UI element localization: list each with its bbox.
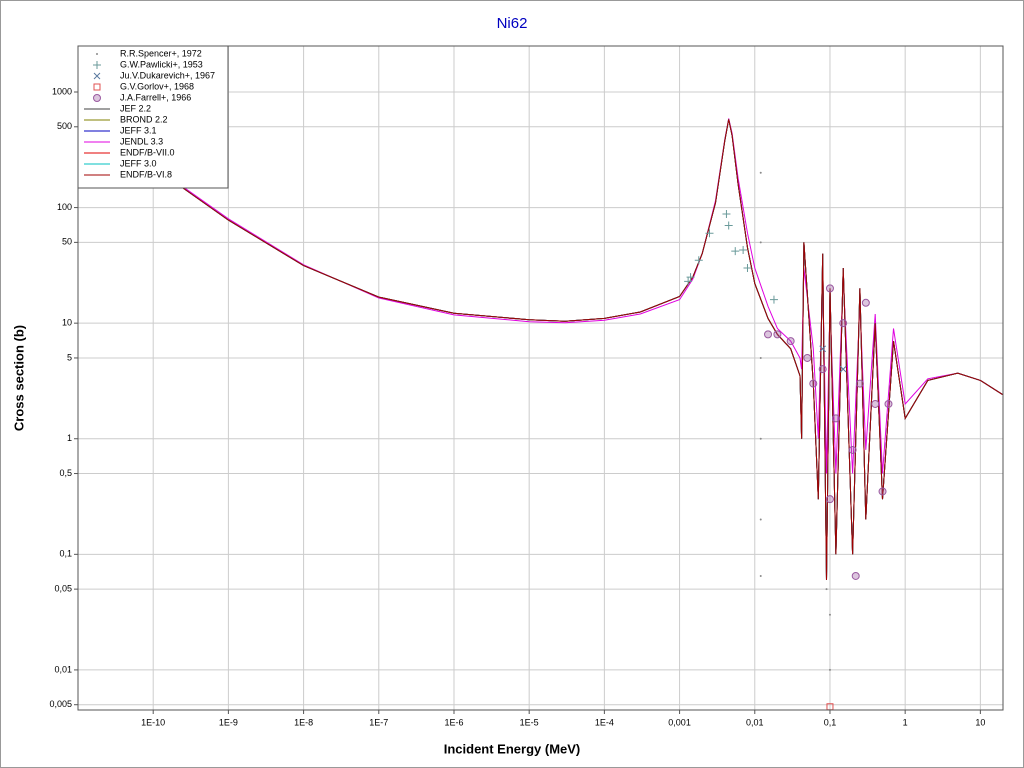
data-point [759, 574, 762, 577]
data-point [684, 277, 693, 286]
x-tick-label: 1E-4 [595, 717, 614, 727]
data-point [93, 61, 101, 69]
x-tick-label: 1E-8 [294, 717, 313, 727]
data-point [764, 330, 773, 339]
legend-label: ENDF/B-VII.0 [120, 147, 175, 157]
x-tick-label: 10 [975, 717, 985, 727]
data-point [739, 245, 748, 254]
legend-label: JENDL 3.3 [120, 136, 163, 146]
data-point [839, 365, 847, 373]
data-point [773, 330, 782, 339]
data-point [96, 53, 98, 55]
x-tick-label: 1E-6 [444, 717, 463, 727]
x-tick-label: 1E-5 [520, 717, 539, 727]
data-point [694, 256, 703, 265]
data-point [759, 356, 762, 359]
data-point [848, 445, 857, 454]
data-point [851, 571, 860, 580]
data-point [786, 337, 795, 346]
legend-label: G.V.Gorlov+, 1968 [120, 81, 194, 91]
data-point [809, 379, 818, 388]
x-tick-label: 0,1 [824, 717, 837, 727]
y-tick-label: 0,005 [49, 699, 72, 709]
data-point [871, 399, 880, 408]
series-line [77, 110, 1004, 581]
y-tick-label: 100 [57, 202, 72, 212]
data-point [705, 229, 714, 238]
data-point [839, 319, 848, 328]
data-point [731, 247, 740, 256]
data-point [759, 241, 762, 244]
legend-label: Ju.V.Dukarevich+, 1967 [120, 70, 215, 80]
y-tick-label: 0,1 [59, 549, 72, 559]
data-point [803, 353, 812, 362]
x-tick-label: 1 [903, 717, 908, 727]
y-axis-label: Cross section (b) [11, 325, 26, 431]
data-point [819, 345, 827, 353]
x-tick-label: 0,01 [746, 717, 764, 727]
series-line [77, 109, 1004, 474]
legend-label: BROND 2.2 [120, 114, 168, 124]
y-tick-label: 5 [67, 352, 72, 362]
y-tick-label: 0,5 [59, 468, 72, 478]
y-tick-label: 0,05 [54, 584, 72, 594]
x-tick-label: 1E-10 [141, 717, 165, 727]
grid [78, 46, 1003, 710]
data-point [759, 437, 762, 440]
data-point [825, 284, 834, 293]
data-point [743, 264, 752, 273]
data-point [759, 171, 762, 174]
legend-label: G.W.Pawlicki+, 1953 [120, 59, 203, 69]
data-point [93, 72, 101, 80]
data-point [831, 414, 840, 423]
y-tick-label: 50 [62, 237, 72, 247]
data-point [93, 94, 101, 102]
chart-title: Ni62 [497, 15, 528, 32]
x-tick-label: 0,001 [668, 717, 691, 727]
data-point [825, 588, 828, 591]
y-tick-label: 500 [57, 121, 72, 131]
legend-label: R.R.Spencer+, 1972 [120, 48, 202, 58]
data-point [855, 379, 864, 388]
data-point [878, 487, 887, 496]
legend-label: J.A.Farrell+, 1966 [120, 92, 191, 102]
data-point [825, 495, 834, 504]
data-point [828, 613, 831, 616]
legend-label: JEFF 3.0 [120, 158, 157, 168]
data-point [884, 399, 893, 408]
data-point [828, 668, 831, 671]
data-point [686, 273, 695, 282]
x-tick-label: 1E-7 [369, 717, 388, 727]
y-tick-label: 0,01 [54, 664, 72, 674]
y-tick-label: 1000 [52, 86, 72, 96]
data-point [722, 209, 731, 218]
y-tick-label: 1 [67, 433, 72, 443]
data-point [724, 221, 733, 230]
x-axis-label: Incident Energy (MeV) [444, 741, 581, 756]
legend-label: ENDF/B-VI.8 [120, 169, 172, 179]
plot-border [77, 45, 1004, 711]
data-point [759, 518, 762, 521]
axes: 1E-10 1E-9 1E-8 1E-7 1E-6 1E-5 1E-4 0,001 0,01 0,… [49, 86, 985, 727]
data-point [818, 365, 827, 374]
legend-label: JEF 2.2 [120, 103, 151, 113]
y-tick-label: 10 [62, 318, 72, 328]
legend-label: JEFF 3.1 [120, 125, 157, 135]
data-point [769, 295, 778, 304]
plot [77, 109, 1004, 711]
x-tick-label: 1E-9 [219, 717, 238, 727]
data-point [861, 298, 870, 307]
data-point [93, 83, 101, 91]
